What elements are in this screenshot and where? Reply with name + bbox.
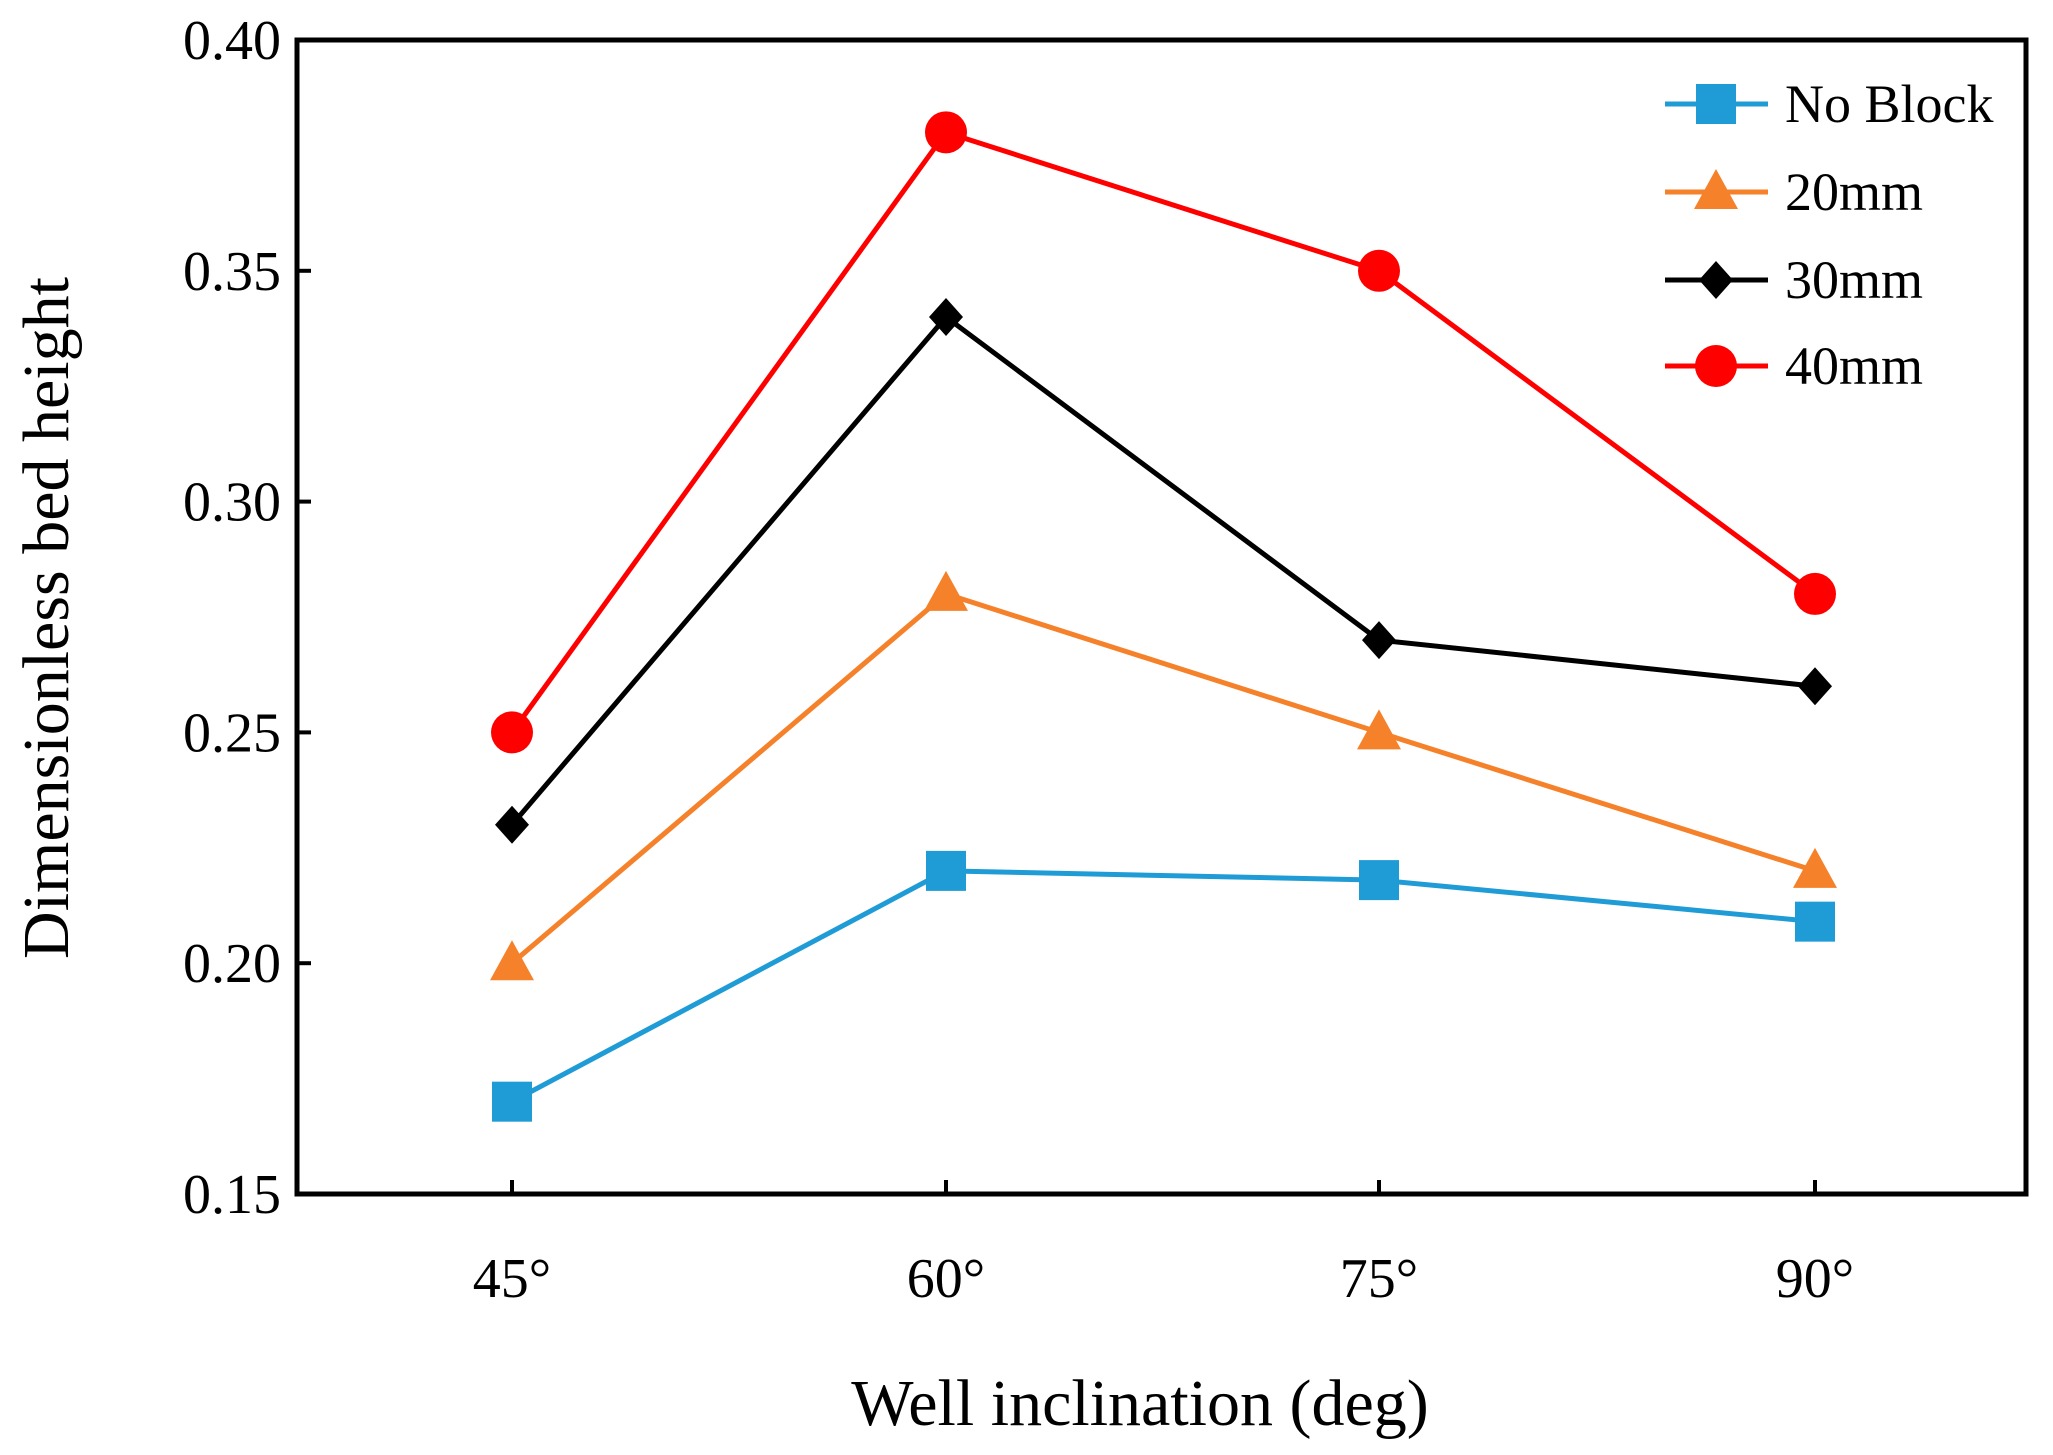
legend-marker	[1699, 261, 1733, 299]
y-tick-label: 0.15	[183, 1164, 281, 1226]
legend-marker	[1696, 84, 1736, 124]
legend-label: 40mm	[1785, 336, 1923, 396]
data-point	[1362, 621, 1396, 660]
y-axis-label: Dimensionless bed height	[10, 277, 83, 959]
y-tick-label: 0.35	[183, 241, 281, 303]
plot-frame	[294, 37, 2029, 1197]
data-point	[1359, 860, 1399, 901]
x-tick-label: 45°	[473, 1248, 551, 1310]
data-point	[490, 940, 534, 981]
series-40mm	[491, 111, 1836, 754]
legend-item: No Block	[1665, 74, 1994, 134]
data-point	[1794, 572, 1836, 615]
legend-label: 30mm	[1785, 250, 1923, 310]
data-point	[492, 1081, 532, 1122]
x-tick-label: 75°	[1340, 1248, 1418, 1310]
legend-item: 20mm	[1665, 162, 1923, 222]
series-layer	[490, 111, 1837, 1122]
y-tick-label: 0.25	[183, 702, 281, 764]
data-point	[1357, 709, 1401, 750]
y-tick-label: 0.30	[183, 472, 281, 534]
data-point	[929, 297, 963, 336]
data-point	[1798, 667, 1832, 706]
data-point	[926, 850, 966, 891]
axis-layer: 0.15 0.20 0.25 0.30 0.35 0.40 45° 60° 75° 90°	[183, 10, 1854, 1310]
data-point	[491, 711, 533, 754]
data-point	[924, 570, 968, 611]
x-axis-label: Well inclination (deg)	[851, 1367, 1429, 1440]
legend: No Block 20mm 30mm 40mm	[1665, 74, 1994, 396]
series-30mm	[495, 297, 1832, 844]
data-point	[1795, 901, 1835, 942]
x-tick-label: 60°	[907, 1248, 985, 1310]
legend-item: 30mm	[1665, 250, 1923, 310]
legend-label: 20mm	[1785, 162, 1923, 222]
series-line	[510, 314, 1816, 827]
legend-item: 40mm	[1665, 336, 1923, 396]
legend-marker	[1695, 345, 1737, 387]
y-tick-label: 0.40	[183, 10, 281, 72]
legend-label: No Block	[1785, 74, 1994, 134]
y-tick-label: 0.20	[183, 933, 281, 995]
data-point	[495, 805, 529, 844]
data-point	[1358, 249, 1400, 292]
data-point	[925, 111, 967, 154]
data-point	[1793, 847, 1837, 888]
series-no-block	[492, 850, 1835, 1122]
legend-marker	[1694, 169, 1738, 209]
series-line	[510, 591, 1816, 966]
series-line	[509, 129, 1817, 734]
x-tick-label: 90°	[1776, 1248, 1854, 1310]
series-line	[510, 868, 1816, 1104]
series-20mm	[490, 570, 1837, 981]
